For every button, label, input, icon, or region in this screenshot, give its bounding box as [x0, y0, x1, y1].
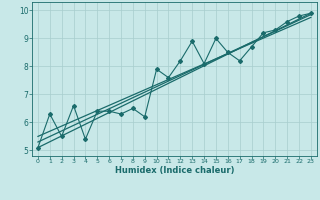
X-axis label: Humidex (Indice chaleur): Humidex (Indice chaleur) — [115, 166, 234, 175]
